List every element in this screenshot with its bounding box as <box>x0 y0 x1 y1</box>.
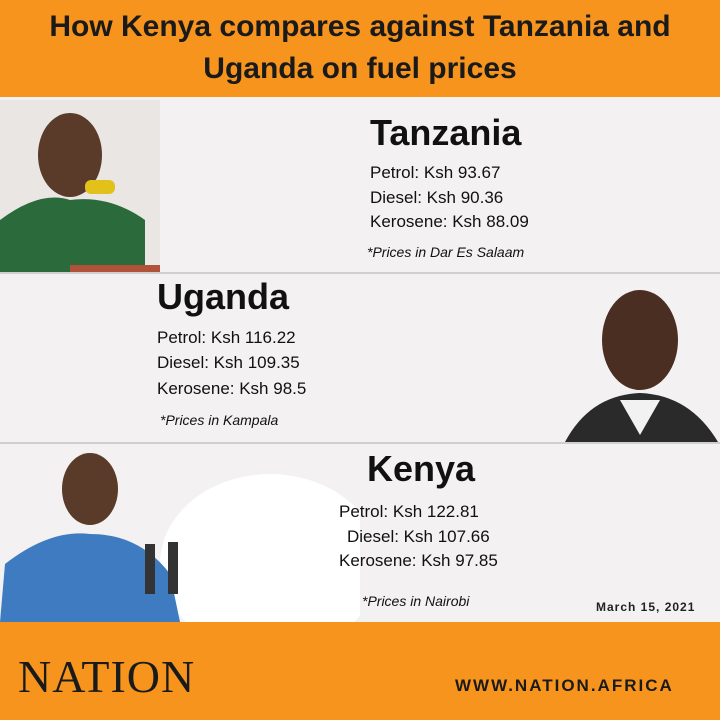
price: Diesel: Ksh 107.66 <box>347 527 490 546</box>
price: Petrol: Ksh 93.67 <box>370 163 501 182</box>
price: Kerosene: Ksh 98.5 <box>157 379 307 398</box>
photo <box>0 100 160 272</box>
header-bar <box>0 0 720 97</box>
note: *Prices in Nairobi <box>362 593 470 609</box>
separator <box>0 272 720 274</box>
price: Diesel: Ksh 90.36 <box>370 188 504 207</box>
title: How Kenya compares against Tanzania and … <box>49 10 671 85</box>
footer-bar <box>0 622 720 720</box>
photo <box>0 453 360 622</box>
note: *Prices in Kampala <box>160 412 279 428</box>
note: *Prices in Dar Es Salaam <box>367 244 525 260</box>
price: Kerosene: Ksh 97.85 <box>339 551 498 570</box>
price: Petrol: Ksh 122.81 <box>339 502 479 521</box>
country-name: Kenya <box>367 448 476 489</box>
country-name: Uganda <box>157 276 290 317</box>
separator <box>0 442 720 444</box>
country-name: Tanzania <box>370 112 522 153</box>
date: March 15, 2021 <box>596 600 696 614</box>
brand: NATION <box>18 651 196 702</box>
price: Petrol: Ksh 116.22 <box>157 328 296 347</box>
price: Kerosene: Ksh 88.09 <box>370 212 529 231</box>
photo <box>565 290 718 442</box>
price: Diesel: Ksh 109.35 <box>157 353 300 372</box>
url: WWW.NATION.AFRICA <box>455 676 674 695</box>
